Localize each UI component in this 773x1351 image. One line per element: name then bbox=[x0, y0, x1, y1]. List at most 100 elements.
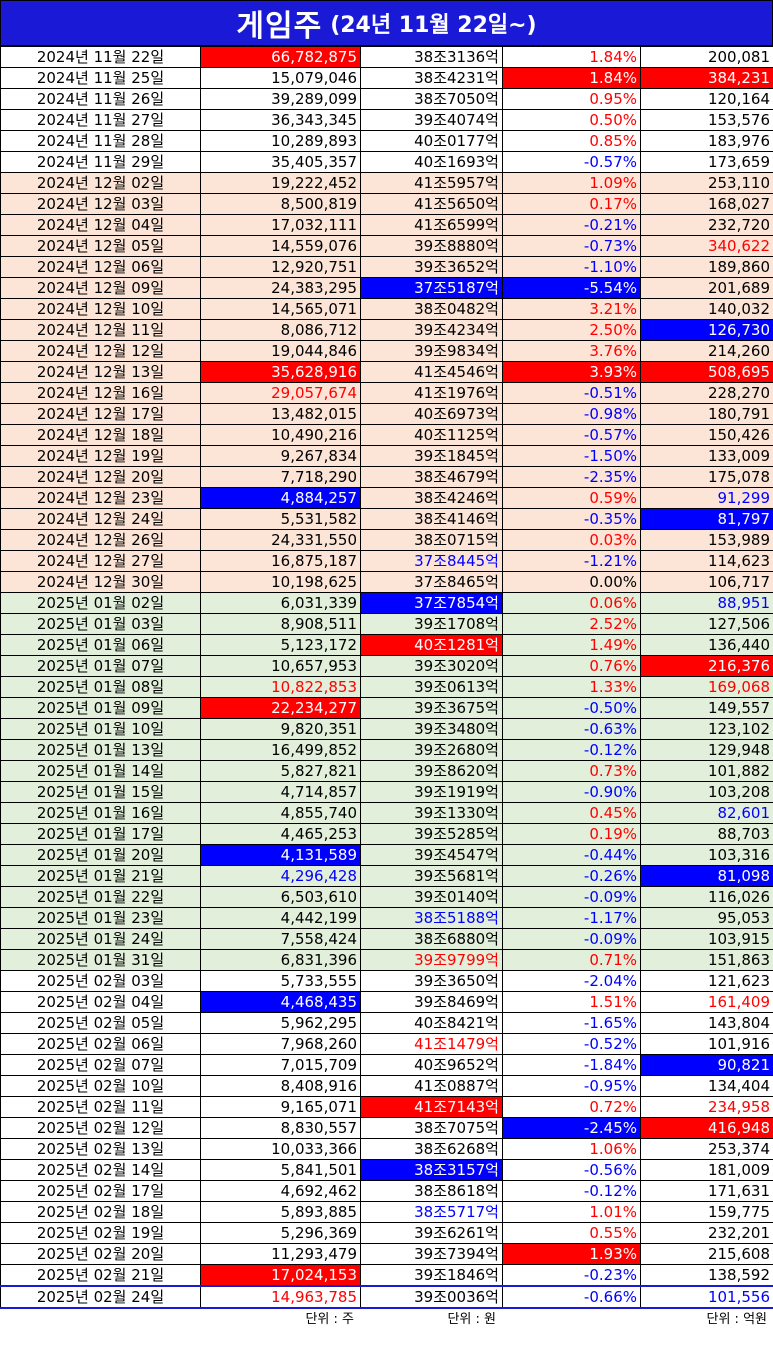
volume-cell: 10,822,853 bbox=[200, 676, 361, 698]
trade-amount-cell: 136,440 bbox=[640, 634, 773, 656]
trade-amount-cell: 149,557 bbox=[640, 697, 773, 719]
market-cap-cell: 39조0140억 bbox=[360, 886, 503, 908]
table-row: 2024년 12월 16일 29,057,674 41조1976억 -0.51% 228… bbox=[0, 382, 773, 404]
table-row: 2025년 02월 18일 5,893,885 38조5717억 1.01% 159,7… bbox=[0, 1201, 773, 1223]
table-row: 2024년 12월 03일 8,500,819 41조5650억 0.17% 168,0… bbox=[0, 193, 773, 215]
date-cell: 2025년 02월 17일 bbox=[0, 1180, 201, 1202]
trade-amount-cell: 159,775 bbox=[640, 1201, 773, 1223]
change-rate-cell: -0.63% bbox=[502, 718, 641, 740]
volume-cell: 66,782,875 bbox=[200, 46, 361, 68]
date-cell: 2025년 02월 24일 bbox=[0, 1285, 201, 1309]
market-cap-cell: 39조8620억 bbox=[360, 760, 503, 782]
change-rate-cell: 2.50% bbox=[502, 319, 641, 341]
trade-amount-cell: 232,201 bbox=[640, 1222, 773, 1244]
trade-amount-cell: 134,404 bbox=[640, 1075, 773, 1097]
volume-cell: 29,057,674 bbox=[200, 382, 361, 404]
change-rate-cell: 3.21% bbox=[502, 298, 641, 320]
change-rate-cell: 0.59% bbox=[502, 487, 641, 509]
date-cell: 2024년 12월 23일 bbox=[0, 487, 201, 509]
market-cap-cell: 38조8618억 bbox=[360, 1180, 503, 1202]
volume-cell: 15,079,046 bbox=[200, 67, 361, 89]
volume-cell: 4,692,462 bbox=[200, 1180, 361, 1202]
trade-amount-cell: 103,316 bbox=[640, 844, 773, 866]
date-cell: 2025년 01월 14일 bbox=[0, 760, 201, 782]
table-row: 2025년 02월 06일 7,968,260 41조1479억 -0.52% 101,… bbox=[0, 1033, 773, 1055]
table-row: 2025년 01월 16일 4,855,740 39조1330억 0.45% 82,60… bbox=[0, 802, 773, 824]
table-row: 2024년 12월 11일 8,086,712 39조4234억 2.50% 126,7… bbox=[0, 319, 773, 341]
change-rate-cell: -0.57% bbox=[502, 424, 641, 446]
change-rate-cell: 1.84% bbox=[502, 46, 641, 68]
trade-amount-cell: 228,270 bbox=[640, 382, 773, 404]
change-rate-cell: -0.26% bbox=[502, 865, 641, 887]
date-cell: 2024년 12월 12일 bbox=[0, 340, 201, 362]
trade-amount-cell: 88,951 bbox=[640, 592, 773, 614]
trade-amount-cell: 90,821 bbox=[640, 1054, 773, 1076]
market-cap-cell: 41조0887억 bbox=[360, 1075, 503, 1097]
table-row: 2025년 02월 07일 7,015,709 40조9652억 -1.84% 90,8… bbox=[0, 1054, 773, 1076]
date-cell: 2024년 11월 26일 bbox=[0, 88, 201, 110]
change-rate-cell: -0.56% bbox=[502, 1159, 641, 1181]
trade-amount-cell: 201,689 bbox=[640, 277, 773, 299]
date-cell: 2024년 11월 25일 bbox=[0, 67, 201, 89]
market-cap-cell: 41조5650억 bbox=[360, 193, 503, 215]
volume-cell: 4,884,257 bbox=[200, 487, 361, 509]
date-cell: 2024년 12월 10일 bbox=[0, 298, 201, 320]
volume-cell: 22,234,277 bbox=[200, 697, 361, 719]
amount-unit-label: 단위 : 억원 bbox=[706, 1312, 768, 1327]
market-cap-cell: 41조5957억 bbox=[360, 172, 503, 194]
trade-amount-cell: 340,622 bbox=[640, 235, 773, 257]
date-cell: 2025년 01월 20일 bbox=[0, 844, 201, 866]
table-row: 2024년 12월 09일 24,383,295 37조5187억 -5.54% 201… bbox=[0, 277, 773, 299]
change-rate-cell: -0.09% bbox=[502, 886, 641, 908]
date-cell: 2025년 02월 11일 bbox=[0, 1096, 201, 1118]
trade-amount-cell: 175,078 bbox=[640, 466, 773, 488]
market-cap-cell: 39조1708억 bbox=[360, 613, 503, 635]
table-row: 2025년 01월 23일 4,442,199 38조5188억 -1.17% 95,0… bbox=[0, 907, 773, 929]
date-cell: 2024년 12월 18일 bbox=[0, 424, 201, 446]
trade-amount-cell: 234,958 bbox=[640, 1096, 773, 1118]
change-rate-cell: -0.57% bbox=[502, 151, 641, 173]
table-row: 2024년 12월 12일 19,044,846 39조9834억 3.76% 214,… bbox=[0, 340, 773, 362]
market-cap-cell: 39조9834억 bbox=[360, 340, 503, 362]
date-cell: 2024년 12월 24일 bbox=[0, 508, 201, 530]
change-rate-cell: 2.52% bbox=[502, 613, 641, 635]
market-cap-cell: 37조5187억 bbox=[360, 277, 503, 299]
table-row: 2024년 11월 27일 36,343,345 39조4074억 0.50% 153,… bbox=[0, 109, 773, 131]
title-main: 게임주 bbox=[236, 9, 323, 44]
trade-amount-cell: 416,948 bbox=[640, 1117, 773, 1139]
market-cap-cell: 39조3020억 bbox=[360, 655, 503, 677]
change-rate-cell: -0.90% bbox=[502, 781, 641, 803]
trade-amount-cell: 106,717 bbox=[640, 571, 773, 593]
change-rate-cell: 0.00% bbox=[502, 571, 641, 593]
volume-cell: 10,198,625 bbox=[200, 571, 361, 593]
table-row: 2025년 02월 10일 8,408,916 41조0887억 -0.95% 134,… bbox=[0, 1075, 773, 1097]
market-cap-cell: 37조8465억 bbox=[360, 571, 503, 593]
change-rate-cell: 0.06% bbox=[502, 592, 641, 614]
table-row: 2025년 02월 24일 14,963,785 39조0036억 -0.66% 101… bbox=[0, 1285, 773, 1309]
market-cap-cell: 38조5188억 bbox=[360, 907, 503, 929]
date-cell: 2025년 01월 21일 bbox=[0, 865, 201, 887]
change-rate-cell: -0.52% bbox=[502, 1033, 641, 1055]
volume-cell: 9,820,351 bbox=[200, 718, 361, 740]
table-row: 2025년 01월 20일 4,131,589 39조4547억 -0.44% 103,… bbox=[0, 844, 773, 866]
volume-cell: 7,558,424 bbox=[200, 928, 361, 950]
table-row: 2024년 12월 27일 16,875,187 37조8445억 -1.21% 114… bbox=[0, 550, 773, 572]
table-row: 2024년 12월 17일 13,482,015 40조6973억 -0.98% 180… bbox=[0, 403, 773, 425]
trade-amount-cell: 101,882 bbox=[640, 760, 773, 782]
change-rate-cell: 3.76% bbox=[502, 340, 641, 362]
date-cell: 2025년 02월 21일 bbox=[0, 1264, 201, 1287]
change-rate-cell: -0.21% bbox=[502, 214, 641, 236]
change-rate-cell: -1.17% bbox=[502, 907, 641, 929]
volume-cell: 7,015,709 bbox=[200, 1054, 361, 1076]
market-cap-cell: 39조2680억 bbox=[360, 739, 503, 761]
table-row: 2024년 12월 24일 5,531,582 38조4146억 -0.35% 81,7… bbox=[0, 508, 773, 530]
volume-cell: 8,908,511 bbox=[200, 613, 361, 635]
market-cap-cell: 39조3650억 bbox=[360, 970, 503, 992]
market-cap-cell: 38조6268억 bbox=[360, 1138, 503, 1160]
trade-amount-cell: 173,659 bbox=[640, 151, 773, 173]
table-row: 2025년 02월 14일 5,841,501 38조3157억 -0.56% 181,… bbox=[0, 1159, 773, 1181]
change-rate-cell: 0.50% bbox=[502, 109, 641, 131]
trade-amount-cell: 384,231 bbox=[640, 67, 773, 89]
market-cap-cell: 39조1845억 bbox=[360, 445, 503, 467]
volume-cell: 11,293,479 bbox=[200, 1243, 361, 1265]
